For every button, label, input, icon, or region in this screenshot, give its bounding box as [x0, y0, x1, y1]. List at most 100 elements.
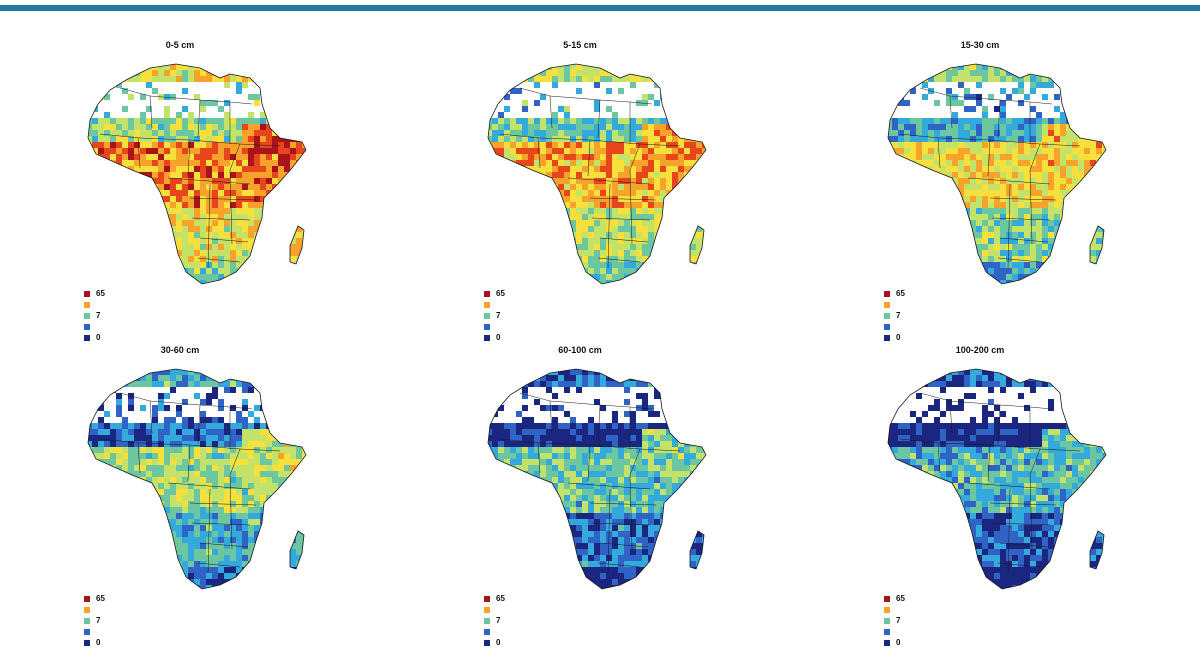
raster-cell [666, 286, 672, 292]
raster-cell [122, 286, 128, 292]
raster-cell [1096, 166, 1102, 172]
raster-cell [302, 250, 308, 256]
raster-cell [296, 64, 302, 70]
raster-cell [302, 405, 308, 411]
raster-cell [880, 130, 886, 136]
raster-cell [1090, 58, 1096, 64]
raster-cell [212, 178, 218, 184]
raster-cell [952, 268, 958, 274]
raster-cell [1078, 214, 1084, 220]
raster-cell [642, 142, 648, 148]
raster-cell [498, 130, 504, 136]
raster-cell [498, 124, 504, 130]
raster-cell [892, 94, 898, 100]
raster-cell [940, 226, 946, 232]
raster-cell [92, 381, 98, 387]
raster-cell [886, 250, 892, 256]
raster-cell [314, 136, 320, 142]
raster-cell [1024, 136, 1030, 142]
raster-cell [976, 268, 982, 274]
raster-cell [540, 154, 546, 160]
raster-cell [910, 238, 916, 244]
raster-cell [260, 441, 266, 447]
raster-cell [242, 184, 248, 190]
raster-cell [600, 118, 606, 124]
raster-cell [122, 58, 128, 64]
raster-cell [170, 208, 176, 214]
raster-cell [230, 441, 236, 447]
raster-cell [946, 118, 952, 124]
raster-cell [1102, 280, 1108, 286]
raster-cell [588, 172, 594, 178]
raster-cell [254, 363, 260, 369]
raster-cell [672, 124, 678, 130]
raster-cell [498, 184, 504, 190]
raster-cell [98, 160, 104, 166]
raster-cell [200, 417, 206, 423]
raster-cell [146, 58, 152, 64]
raster-cell [672, 166, 678, 172]
raster-cell [486, 118, 492, 124]
raster-cell [170, 459, 176, 465]
raster-cell [552, 214, 558, 220]
raster-cell [648, 64, 654, 70]
raster-cell [892, 220, 898, 226]
raster-cell [946, 136, 952, 142]
raster-cell [648, 184, 654, 190]
raster-cell [982, 106, 988, 112]
raster-cell [248, 64, 254, 70]
raster-cell [1006, 286, 1012, 292]
raster-cell [582, 136, 588, 142]
raster-cell [122, 220, 128, 226]
raster-cell [600, 268, 606, 274]
raster-cell [630, 262, 636, 268]
raster-cell [236, 423, 242, 429]
raster-cell [86, 202, 92, 208]
soil-raster [80, 363, 320, 603]
raster-cell [576, 232, 582, 238]
raster-cell [302, 208, 308, 214]
raster-cell [642, 190, 648, 196]
raster-cell [516, 136, 522, 142]
raster-cell [308, 190, 314, 196]
raster-cell [480, 274, 486, 280]
raster-cell [188, 381, 194, 387]
raster-cell [690, 226, 696, 232]
raster-cell [546, 226, 552, 232]
raster-cell [314, 208, 320, 214]
raster-cell [1090, 250, 1096, 256]
raster-cell [690, 244, 696, 250]
raster-cell [1090, 130, 1096, 136]
raster-cell [708, 118, 714, 124]
raster-cell [516, 76, 522, 82]
raster-cell [1030, 148, 1036, 154]
raster-cell [714, 214, 720, 220]
raster-cell [576, 184, 582, 190]
raster-cell [224, 220, 230, 226]
raster-cell [1000, 286, 1006, 292]
raster-cell [702, 208, 708, 214]
raster-cell [116, 280, 122, 286]
raster-cell [564, 268, 570, 274]
raster-cell [630, 136, 636, 142]
raster-cell [1012, 130, 1018, 136]
raster-cell [570, 70, 576, 76]
raster-cell [708, 76, 714, 82]
raster-cell [278, 423, 284, 429]
raster-cell [1006, 262, 1012, 268]
raster-cell [708, 154, 714, 160]
raster-cell [486, 244, 492, 250]
raster-cell [1060, 244, 1066, 250]
raster-cell [242, 429, 248, 435]
raster-cell [152, 232, 158, 238]
raster-cell [236, 58, 242, 64]
raster-cell [558, 214, 564, 220]
raster-cell [504, 124, 510, 130]
raster-cell [1006, 58, 1012, 64]
raster-cell [916, 244, 922, 250]
raster-cell [110, 148, 116, 154]
raster-cell [1114, 178, 1120, 184]
raster-cell [928, 220, 934, 226]
raster-cell [194, 202, 200, 208]
raster-cell [1096, 160, 1102, 166]
